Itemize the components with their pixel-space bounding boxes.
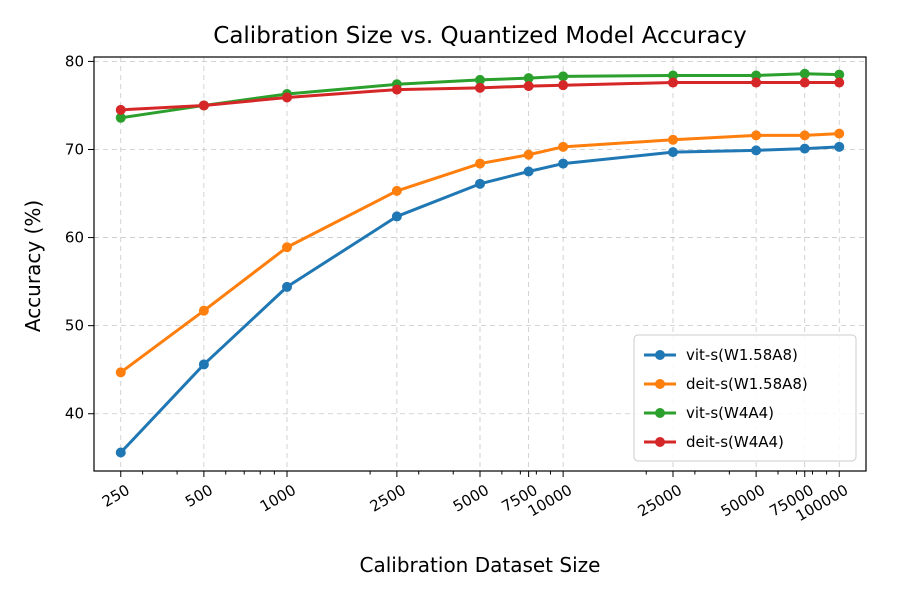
data-point <box>751 70 762 81</box>
legend-item: deit-s(W1.58A8) <box>644 375 808 393</box>
data-point <box>475 74 485 85</box>
data-point <box>523 73 534 84</box>
data-point <box>198 359 209 370</box>
data-point <box>115 104 126 115</box>
series-vit-s(W1.58A8) <box>115 141 845 458</box>
legend-box <box>633 334 857 462</box>
legend-item: vit-s(W1.58A8) <box>644 346 798 364</box>
legend-label: vit-s(W4A4) <box>686 404 774 422</box>
x-tick-label: 1000 <box>257 481 299 516</box>
legend-item: deit-s(W4A4) <box>644 433 784 451</box>
data-point <box>391 185 402 196</box>
legend-swatch-marker <box>655 437 665 447</box>
legend-swatch-marker <box>655 350 665 360</box>
data-point <box>834 77 845 88</box>
y-axis-title: Accuracy (%) <box>21 200 45 332</box>
legend-swatch-marker <box>655 379 665 389</box>
series-layer <box>115 68 845 458</box>
data-point <box>751 130 762 141</box>
x-tick-label: 250 <box>99 481 133 511</box>
data-point <box>475 178 485 189</box>
x-tick-label: 500 <box>182 481 216 511</box>
data-point <box>558 141 569 152</box>
data-point <box>668 134 678 145</box>
legend-item: vit-s(W4A4) <box>644 404 774 422</box>
legend-label: deit-s(W4A4) <box>686 433 784 451</box>
legend: vit-s(W1.58A8) deit-s(W1.58A8) vit-s(W4A4)… <box>633 334 857 462</box>
legend-swatch-marker <box>655 408 665 418</box>
data-point <box>668 147 678 158</box>
data-point <box>198 305 209 316</box>
data-point <box>282 242 292 253</box>
data-point <box>834 128 845 139</box>
data-point <box>799 68 810 79</box>
series-vit-s(W4A4) <box>115 68 845 123</box>
data-point <box>799 77 810 88</box>
y-tick-label: 70 <box>65 140 84 158</box>
x-tick-label: 50000 <box>718 481 768 520</box>
data-point <box>391 84 402 95</box>
data-point <box>115 112 126 123</box>
legend-label: vit-s(W1.58A8) <box>686 346 798 364</box>
data-point <box>751 145 762 156</box>
data-point <box>475 82 485 93</box>
data-point <box>115 447 126 458</box>
data-point <box>475 158 485 169</box>
data-point <box>523 81 534 92</box>
y-tick-label: 80 <box>65 52 84 70</box>
chart-title: Calibration Size vs. Quantized Model Acc… <box>213 23 746 49</box>
data-point <box>668 70 678 81</box>
data-point <box>834 141 845 152</box>
series-deit-s(W4A4) <box>115 77 845 115</box>
data-point <box>751 77 762 88</box>
series-deit-s(W1.58A8) <box>115 128 845 378</box>
x-tick-label: 25000 <box>635 481 685 520</box>
x-tick-label: 5000 <box>450 481 492 516</box>
data-point <box>558 71 569 82</box>
data-point <box>523 166 534 177</box>
data-point <box>799 143 810 154</box>
data-point <box>558 158 569 169</box>
data-point <box>391 211 402 222</box>
x-tick-label: 2500 <box>367 481 409 516</box>
data-point <box>282 281 292 292</box>
y-tick-label: 50 <box>65 317 84 335</box>
data-point <box>198 100 209 111</box>
data-point <box>523 149 534 160</box>
y-tick-label: 40 <box>65 405 84 423</box>
data-point <box>558 80 569 91</box>
data-point <box>799 130 810 141</box>
data-point <box>668 77 678 88</box>
data-point <box>115 367 126 378</box>
legend-label: deit-s(W1.58A8) <box>686 375 808 393</box>
data-point <box>282 92 292 103</box>
data-point <box>834 69 845 80</box>
x-axis-title: Calibration Dataset Size <box>360 553 601 577</box>
y-tick-label: 60 <box>65 229 84 247</box>
